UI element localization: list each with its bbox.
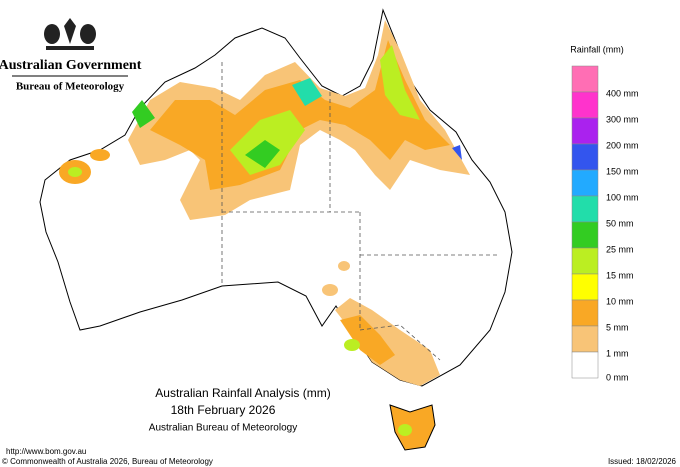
caption-title: Australian Rainfall Analysis (mm): [155, 386, 330, 400]
legend-swatch: [571, 273, 599, 301]
caption-date: 18th February 2026: [171, 403, 276, 417]
legend-swatch: [571, 65, 599, 93]
government-name: Australian Government: [0, 58, 142, 73]
footer-copyright: © Commonwealth of Australia 2026, Bureau…: [2, 457, 213, 466]
legend-label: 400 mm: [606, 88, 639, 98]
legend-label: 100 mm: [606, 192, 639, 202]
legend-swatch: [571, 143, 599, 171]
legend-swatch: [571, 195, 599, 223]
state-borders: [221, 62, 500, 361]
legend-label: 15 mm: [606, 270, 634, 280]
legend-label: 25 mm: [606, 244, 634, 254]
legend-title: Rainfall (mm): [570, 44, 624, 54]
tasmania: [389, 404, 436, 451]
legend-swatch: [571, 247, 599, 275]
legend-label: 200 mm: [606, 140, 639, 150]
caption-source: Australian Bureau of Meteorology: [149, 423, 297, 434]
crest: [44, 18, 96, 50]
legend-label: 10 mm: [606, 296, 634, 306]
legend-swatch: [571, 117, 599, 145]
legend-swatch: [571, 169, 599, 197]
legend-swatch: [571, 91, 599, 119]
legend-label: 0 mm: [606, 372, 629, 382]
footer-url: http://www.bom.gov.au: [6, 447, 86, 456]
footer-issued: Issued: 18/02/2026: [608, 457, 677, 466]
legend-swatch: [571, 221, 599, 249]
legend: Rainfall (mm) 400 mm 300 mm 200 mm 150 mm 10…: [570, 44, 638, 382]
legend-swatch: [571, 351, 599, 379]
legend-swatch: [571, 325, 599, 353]
rainfall-areas: [59, 20, 470, 386]
legend-swatch: [571, 299, 599, 327]
legend-label: 5 mm: [606, 322, 629, 332]
tasmania-rain: [398, 424, 412, 436]
agency-name: Bureau of Meteorology: [16, 81, 125, 93]
legend-label: 1 mm: [606, 348, 629, 358]
legend-label: 150 mm: [606, 166, 639, 176]
legend-label: 300 mm: [606, 114, 639, 124]
legend-label: 50 mm: [606, 218, 634, 228]
